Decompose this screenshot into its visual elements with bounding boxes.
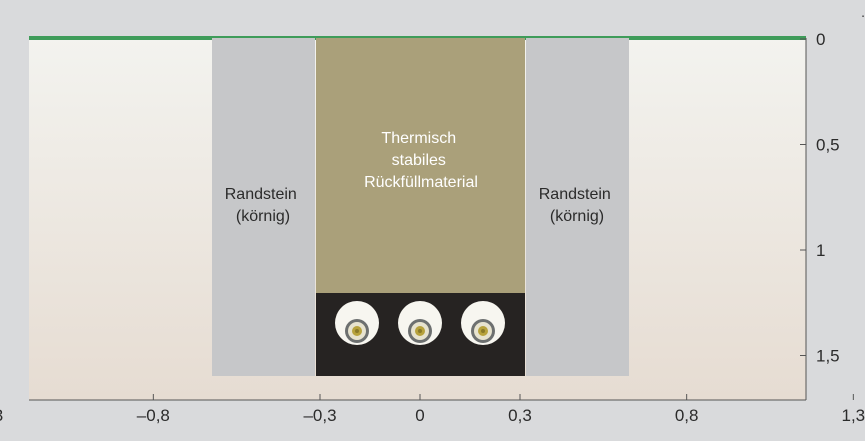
left-curb-label: Randstein (körnig): [225, 186, 302, 225]
backfill-area: [316, 38, 525, 293]
x-tick-label: –0,3: [303, 406, 336, 425]
y-tick-label: 0: [816, 30, 825, 49]
right-curb-label-line-1: Randstein: [539, 186, 611, 203]
x-tick-label: 1,3: [842, 406, 865, 425]
y-axis-ticks: 0 0,5 1 1,5: [800, 30, 840, 366]
curb-right: [526, 38, 629, 376]
cable-1: [335, 301, 379, 345]
y-tick-label: 1,5: [816, 347, 840, 366]
left-curb-label-line-2: (körnig): [236, 208, 290, 225]
x-tick-label: –1,3: [0, 406, 3, 425]
cable-3: [461, 301, 505, 345]
backfill-label: Thermisch stabiles Rückfüllmaterial: [364, 130, 478, 191]
x-axis-ticks: –1,8–1,3–0,8–0,300,30,81,31,8: [0, 394, 865, 425]
x-tick-label: 0,3: [508, 406, 532, 425]
x-tick-label: 0: [415, 406, 424, 425]
backfill-label-line-3: Rückfüllmaterial: [364, 174, 478, 191]
left-curb-label-line-1: Randstein: [225, 186, 297, 203]
right-curb-label-line-2: (körnig): [550, 208, 604, 225]
backfill-label-line-2: stabiles: [392, 152, 446, 169]
edge-mark: ▪: [861, 14, 864, 20]
y-tick-label: 1: [816, 241, 825, 260]
right-curb-label: Randstein (körnig): [539, 186, 616, 225]
backfill-label-line-1: Thermisch: [381, 130, 456, 147]
x-tick-label: –0,8: [137, 406, 170, 425]
x-tick-label: 0,8: [675, 406, 699, 425]
y-tick-label: 0,5: [816, 136, 840, 155]
curb-left: [212, 38, 315, 376]
cable-2: [398, 301, 442, 345]
